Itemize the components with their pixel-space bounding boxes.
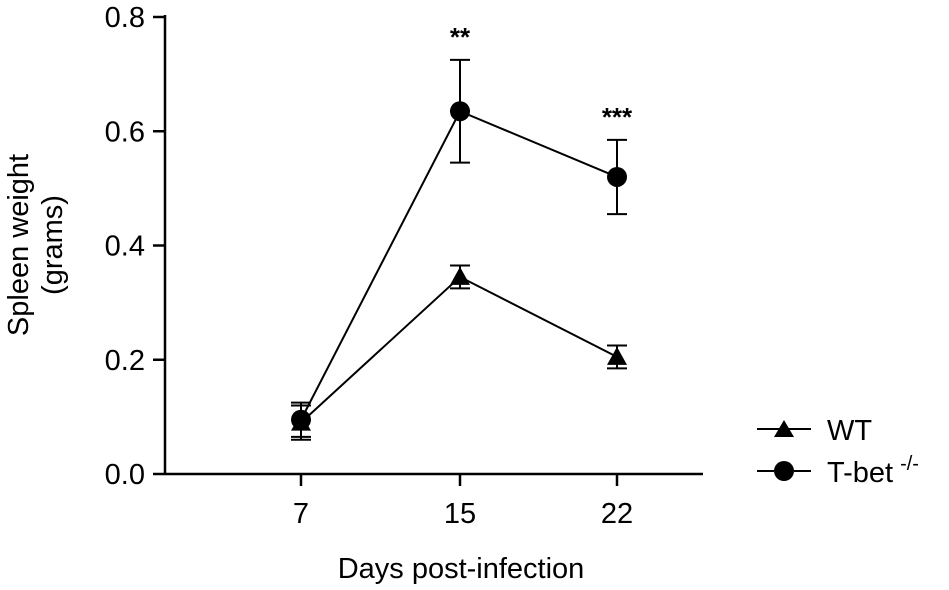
y-axis-title-line-2: (grams) — [37, 195, 69, 295]
legend-item-tbet: T-bet -/- — [757, 453, 919, 489]
x-ticks: 7 15 22 — [293, 474, 633, 530]
y-tick-label: 0.2 — [105, 345, 145, 377]
x-axis-title: Days post-infection — [338, 553, 585, 585]
series-tbet — [291, 58, 627, 438]
data-point-tbet — [291, 409, 311, 430]
legend-item-wt: WT — [757, 415, 872, 447]
legend-marker-circle — [774, 461, 794, 481]
data-point-wt — [607, 346, 627, 365]
y-tick-label: 0.8 — [105, 2, 145, 34]
series-line-wt — [300, 275, 618, 424]
legend-label-tbet-main: T-bet — [827, 457, 893, 489]
plot-area — [291, 58, 627, 441]
y-ticks: 0.0 0.2 0.4 0.6 0.8 — [105, 2, 165, 491]
y-axis-title-line-1: Spleen weight — [3, 154, 35, 336]
data-point-tbet — [450, 101, 470, 122]
y-tick-label: 0.6 — [105, 116, 145, 148]
y-tick-label: 0.4 — [105, 231, 145, 263]
x-tick-label: 22 — [601, 498, 633, 530]
series-wt — [291, 264, 627, 441]
significance-label: *** — [602, 102, 633, 132]
legend-label-tbet: T-bet -/- — [827, 453, 919, 489]
data-point-tbet — [607, 166, 627, 187]
legend-label-tbet-sup: -/- — [900, 453, 919, 475]
y-tick-label: 0.0 — [105, 459, 145, 491]
x-tick-label: 15 — [444, 498, 476, 530]
significance-label: ** — [450, 22, 471, 52]
significance-annotations: ***** — [450, 22, 633, 132]
legend: WT T-bet -/- — [757, 415, 919, 489]
legend-label-wt: WT — [827, 415, 872, 447]
legend-marker-triangle — [774, 420, 794, 437]
data-point-wt — [450, 266, 470, 285]
y-axis-title: Spleen weight (grams) — [3, 154, 69, 336]
x-tick-label: 7 — [293, 498, 309, 530]
